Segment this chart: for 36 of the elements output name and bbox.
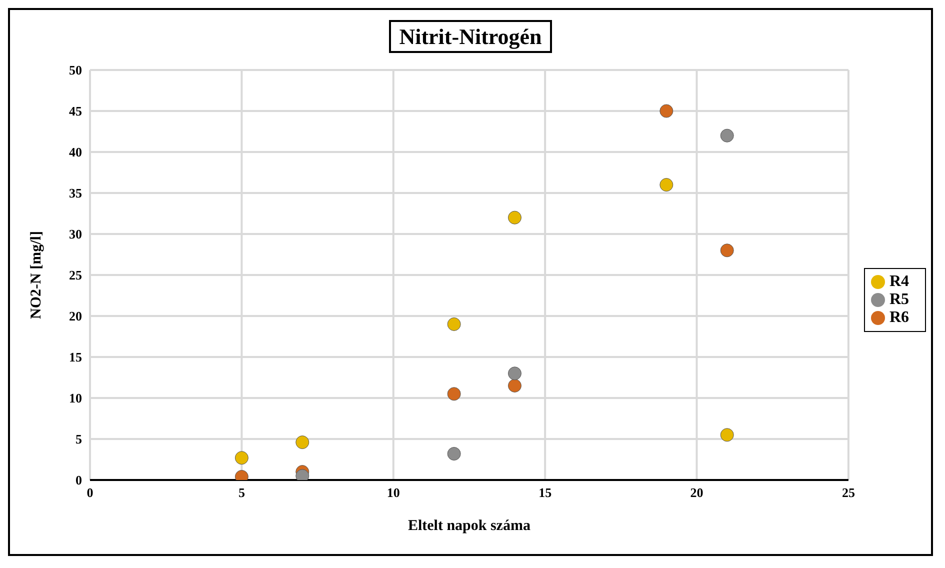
y-tick-label: 10 — [69, 390, 82, 406]
point — [720, 428, 734, 442]
y-tick-label: 0 — [76, 472, 82, 488]
point — [660, 104, 674, 118]
point — [720, 128, 734, 142]
point — [508, 378, 522, 392]
y-tick-label: 30 — [69, 226, 82, 242]
x-tick-label: 15 — [538, 485, 552, 500]
y-tick-label: 5 — [76, 432, 82, 447]
point — [720, 244, 734, 258]
y-tick-label: 35 — [69, 186, 82, 201]
point — [660, 178, 674, 192]
y-tick-label: 25 — [69, 268, 82, 283]
legend-label: R4 — [889, 273, 909, 290]
y-axis-title: NO2-N [mg/l] — [28, 231, 44, 319]
point — [234, 451, 248, 465]
point — [508, 366, 522, 380]
chart-title: Nitrit-Nitrogén — [389, 20, 552, 53]
y-tick-label: 45 — [69, 104, 82, 119]
y-tick-label: 15 — [69, 350, 82, 365]
x-tick-label: 5 — [238, 485, 246, 500]
y-tick-label: 20 — [69, 308, 82, 324]
x-tick-label: 25 — [842, 485, 856, 500]
point — [296, 436, 310, 450]
point — [447, 317, 461, 331]
point — [508, 210, 522, 224]
legend-label: R6 — [889, 309, 909, 326]
x-tick-label: 0 — [86, 485, 94, 500]
legend-label: R5 — [889, 291, 909, 308]
point — [447, 447, 461, 461]
y-tick-label: 50 — [69, 62, 82, 78]
x-axis-title: Eltelt napok száma — [408, 518, 531, 534]
x-tick-label: 20 — [690, 485, 704, 500]
point — [447, 387, 461, 401]
x-tick-label: 10 — [386, 485, 400, 500]
y-tick-label: 40 — [69, 144, 82, 160]
